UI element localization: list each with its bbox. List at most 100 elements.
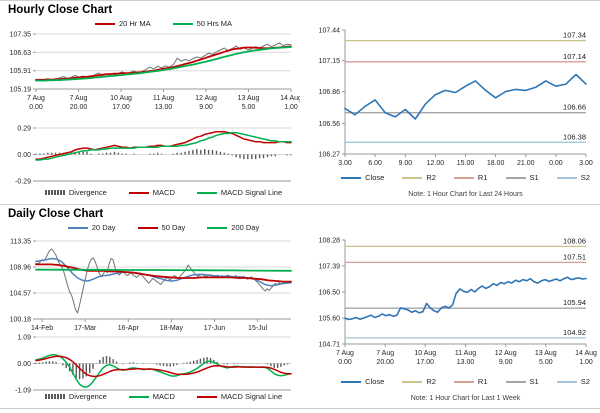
legend-label: R2 xyxy=(426,173,436,182)
x-tick-label: 17-Jun xyxy=(204,325,226,332)
series-close xyxy=(35,248,292,314)
legend-item-r1: R1 xyxy=(453,173,488,182)
y-tick-label: 108.28 xyxy=(319,238,341,245)
y-tick-label: 106.27 xyxy=(319,152,341,159)
y-tick-label: 106.86 xyxy=(319,89,341,96)
x-tick-label: 9.00 xyxy=(398,160,412,167)
legend-label: 50 Hrs MA xyxy=(196,19,233,28)
legend-item-macd-signal-line: MACD Signal Line xyxy=(196,188,282,197)
y-tick-label: 0.00 xyxy=(17,152,31,159)
series-macd-signal-line xyxy=(35,131,292,161)
line-swatch xyxy=(172,22,193,25)
x-tick-label: 12 Aug xyxy=(495,350,517,357)
legend-item-50-hrs-ma: 50 Hrs MA xyxy=(172,19,233,28)
legend-label: 50 Day xyxy=(161,223,186,232)
x-tick-label: 6.00 xyxy=(368,160,382,167)
y-tick-label: 105.60 xyxy=(319,316,341,323)
legend-item-s2: S2 xyxy=(556,377,590,386)
y-tick-label: -0.29 xyxy=(15,179,31,186)
series-close xyxy=(344,276,587,321)
legend-item-r1: R1 xyxy=(453,377,488,386)
legend-item-s1: S1 xyxy=(505,377,539,386)
legend-item-20-hr-ma: 20 Hr MA xyxy=(94,19,151,28)
x-tick-label: 7 Aug xyxy=(27,95,45,102)
line-swatch xyxy=(505,176,526,179)
legend-label: 20 Day xyxy=(91,223,116,232)
line-swatch xyxy=(341,380,362,383)
legend-item-divergence: Divergence xyxy=(44,392,107,401)
legend-item-s1: S1 xyxy=(505,173,539,182)
y-tick-label: 107.39 xyxy=(319,263,341,270)
series-200-day xyxy=(35,268,292,272)
legend-item-s2: S2 xyxy=(556,173,590,182)
y-tick-label: 106.56 xyxy=(319,121,341,128)
pivot-24h-panel: 107.44 107.15 106.86 106.56 106.27 3.00 6.00 9.… xyxy=(300,2,600,205)
hourly-ma-legend: 20 Hr MA 50 Hrs MA xyxy=(36,19,291,28)
x-tick-label: 13.00 xyxy=(457,359,475,366)
daily-chart-title: Daily Close Chart xyxy=(8,208,104,220)
x-tick-label: 13 Aug xyxy=(238,95,260,102)
hourly-macd-chart: 0.29 0.00 -0.29 xyxy=(15,126,292,186)
y-tick-label: 107.44 xyxy=(319,28,341,35)
legend-item-close: Close xyxy=(341,377,384,386)
legend-item-close: Close xyxy=(341,173,384,182)
pivot-24h-legend: Close R2 R1 S1 S2 xyxy=(341,173,590,182)
x-tick-label: 20.00 xyxy=(376,359,394,366)
line-swatch xyxy=(128,191,149,194)
y-tick-label: 104.71 xyxy=(319,342,341,349)
x-tick-label: 20.00 xyxy=(70,104,88,111)
pivot-label-s1: 106.66 xyxy=(563,103,586,112)
legend-label: Close xyxy=(365,377,385,386)
x-tick-label: 5.00 xyxy=(539,359,553,366)
line-swatch xyxy=(556,176,577,179)
x-tick-label: 0.00 xyxy=(338,359,352,366)
legend-item-200-day: 200 Day xyxy=(207,223,259,232)
line-swatch xyxy=(402,380,423,383)
legend-label: Close xyxy=(365,173,385,182)
line-swatch xyxy=(207,226,228,229)
legend-label: MACD Signal Line xyxy=(220,392,283,401)
divergence-bar-swatch xyxy=(44,394,65,399)
x-tick-label: 11 Aug xyxy=(455,350,476,357)
legend-label: R1 xyxy=(477,173,488,182)
x-tick-label: 12 Aug xyxy=(195,95,217,102)
x-tick-label: 14 Aug xyxy=(280,95,300,102)
x-tick-label: 17-Mar xyxy=(74,325,97,332)
pivot-week-note: Note: 1 Hour Chart for Last 1 Week xyxy=(410,395,521,402)
legend-label: S2 xyxy=(580,173,590,182)
y-tick-label: 108.96 xyxy=(10,265,32,272)
x-tick-label: 17.00 xyxy=(417,359,435,366)
pivot-label-r2: 107.34 xyxy=(563,31,586,40)
pivot-week-panel: 108.28 107.39 106.50 105.60 104.71 7 Aug 0.00 7… xyxy=(300,206,600,409)
legend-label: Divergence xyxy=(68,392,107,401)
pivot-24h-note: Note: 1 Hour Chart for Last 24 Hours xyxy=(408,191,523,198)
series-close xyxy=(35,42,292,82)
x-tick-label: 15-Jul xyxy=(248,325,268,332)
line-swatch xyxy=(453,176,474,179)
divergence-bar-swatch xyxy=(44,190,65,195)
series-20-hr-ma xyxy=(35,45,292,81)
pivot-label-s2: 104.92 xyxy=(563,328,586,337)
y-tick-label: 113.35 xyxy=(10,239,31,246)
legend-label: S1 xyxy=(529,173,539,182)
line-swatch xyxy=(67,226,88,229)
legend-item-20-day: 20 Day xyxy=(67,223,116,232)
line-swatch xyxy=(94,22,115,25)
legend-item-macd: MACD xyxy=(128,392,175,401)
x-tick-label: 12.00 xyxy=(427,160,445,167)
series-close xyxy=(344,73,587,120)
pivot-week-legend: Close R2 R1 S1 S2 xyxy=(341,377,590,386)
y-tick-label: 105.91 xyxy=(10,68,32,75)
legend-label: MACD xyxy=(152,392,175,401)
series-50-hrs-ma xyxy=(35,46,292,82)
y-tick-label: 100.18 xyxy=(10,317,32,324)
top-divider xyxy=(0,0,600,1)
x-tick-label: 16-Apr xyxy=(118,325,140,332)
x-tick-label: 13.00 xyxy=(155,104,173,111)
x-tick-label: 17.00 xyxy=(112,104,130,111)
legend-label: Divergence xyxy=(68,188,107,197)
